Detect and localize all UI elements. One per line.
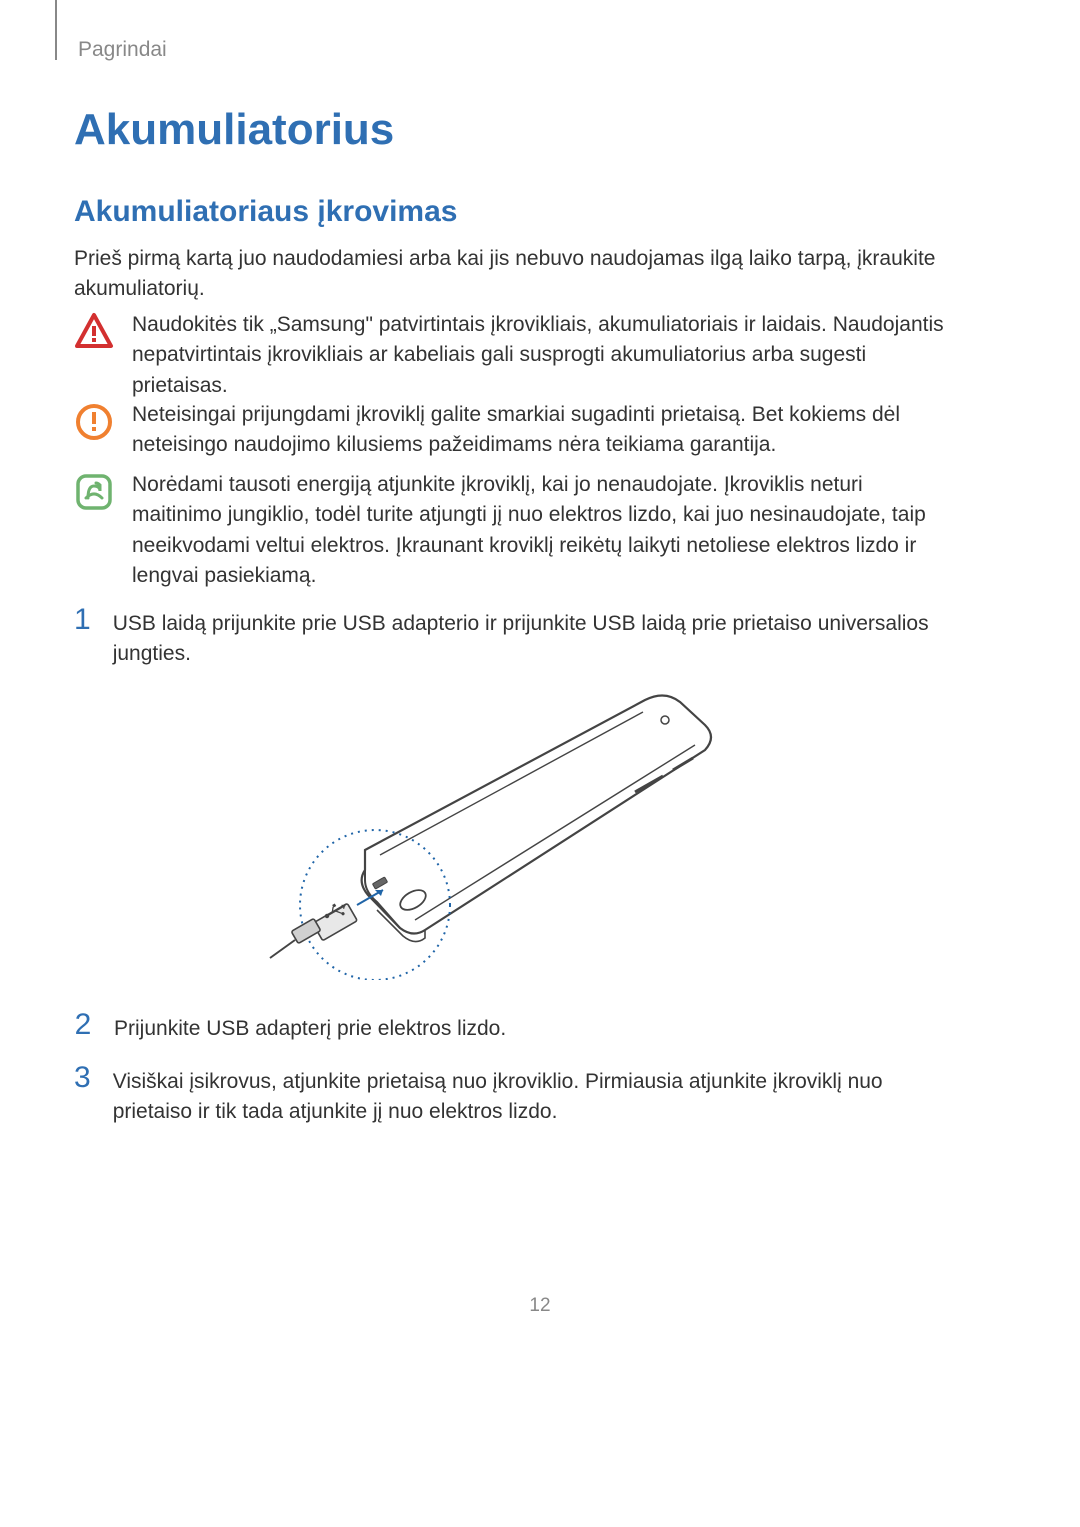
section-title: Akumuliatoriaus įkrovimas: [74, 195, 457, 229]
page-number: 12: [0, 1295, 1080, 1317]
step-number: 3: [74, 1063, 91, 1093]
step-text: Prijunkite USB adapterį prie elektros li…: [114, 1010, 506, 1044]
note-text: Naudokitės tik „Samsung" patvirtintais į…: [132, 310, 944, 401]
warning-icon: [74, 312, 114, 352]
note-text: Neteisingai prijungdami įkroviklį galite…: [132, 400, 944, 461]
step-item: 2 Prijunkite USB adapterį prie elektros …: [74, 1010, 944, 1044]
intro-paragraph: Prieš pirmą kartą juo naudodamiesi arba …: [74, 244, 944, 305]
step-number: 1: [74, 605, 91, 635]
step-text: USB laidą prijunkite prie USB adapterio …: [113, 605, 944, 670]
note-text: Norėdami tausoti energiją atjunkite įkro…: [132, 470, 944, 592]
section-header: Pagrindai: [78, 38, 167, 62]
step-item: 3 Visiškai įsikrovus, atjunkite prietais…: [74, 1063, 944, 1128]
step-text: Visiškai įsikrovus, atjunkite prietaisą …: [113, 1063, 944, 1128]
step-number: 2: [74, 1010, 92, 1040]
page-title: Akumuliatorius: [74, 105, 394, 155]
info-icon: [74, 472, 114, 512]
note-warning: Naudokitės tik „Samsung" patvirtintais į…: [74, 310, 944, 401]
usb-plug: [270, 900, 357, 958]
phone-outline: [362, 695, 711, 941]
note-caution: Neteisingai prijungdami įkroviklį galite…: [74, 400, 944, 461]
note-info: Norėdami tausoti energiją atjunkite įkro…: [74, 470, 944, 592]
step-item: 1 USB laidą prijunkite prie USB adapteri…: [74, 605, 944, 670]
header-rule: [55, 0, 57, 60]
caution-icon: [74, 402, 114, 442]
phone-usb-illustration: [265, 680, 755, 980]
